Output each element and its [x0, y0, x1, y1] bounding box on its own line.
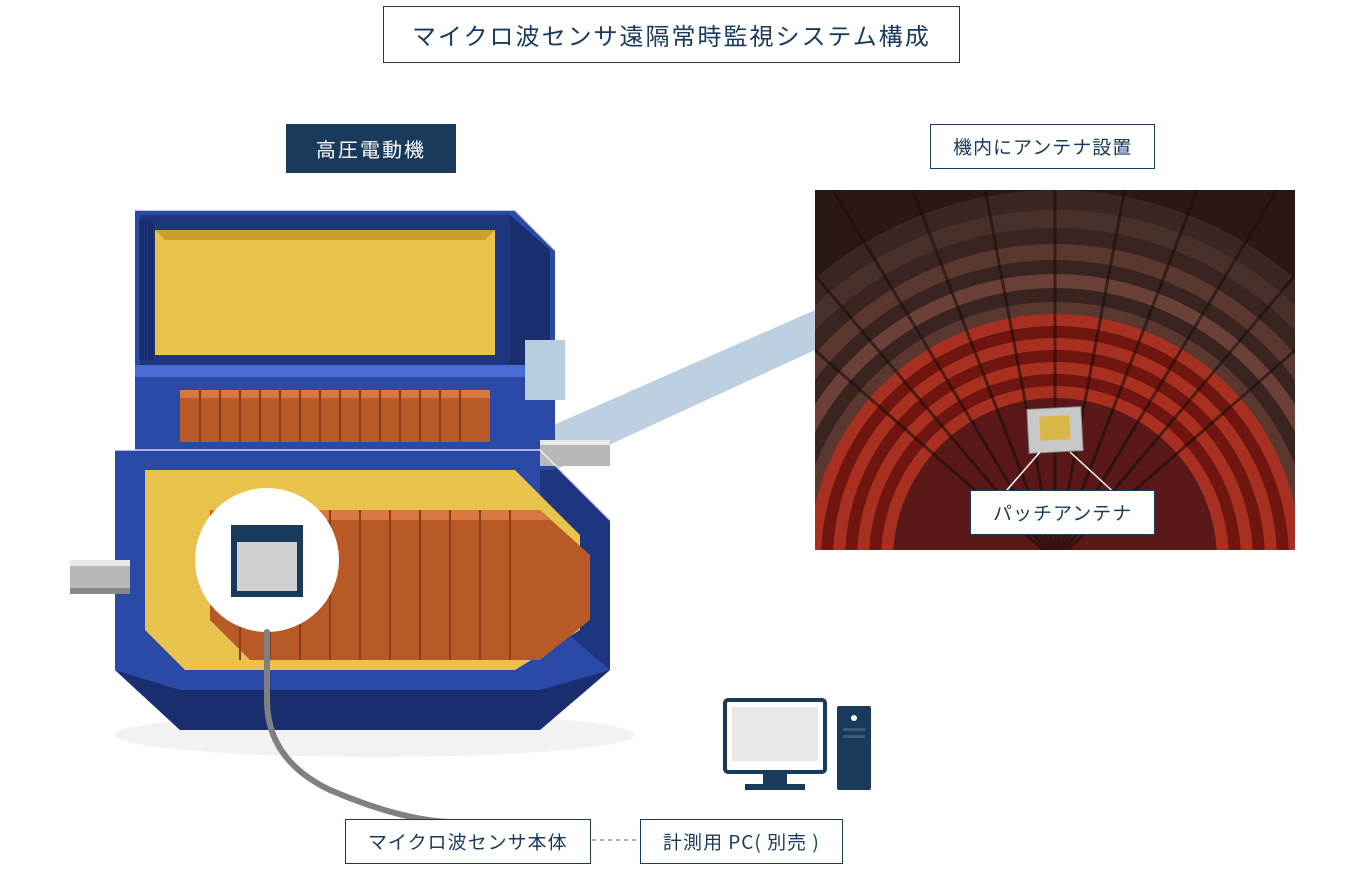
pc-label: 計測用 PC( 別売 ) [640, 819, 843, 864]
patch-antenna-label: パッチアンテナ [970, 490, 1155, 535]
sensor-body-icon [234, 528, 300, 594]
patch-antenna-icon [1027, 407, 1083, 454]
sensor-circle [195, 488, 339, 632]
motor-illustration [70, 210, 635, 757]
diagram-canvas [0, 0, 1363, 877]
sensor-body-label: マイクロ波センサ本体 [345, 819, 591, 864]
pc-icon [725, 700, 871, 790]
